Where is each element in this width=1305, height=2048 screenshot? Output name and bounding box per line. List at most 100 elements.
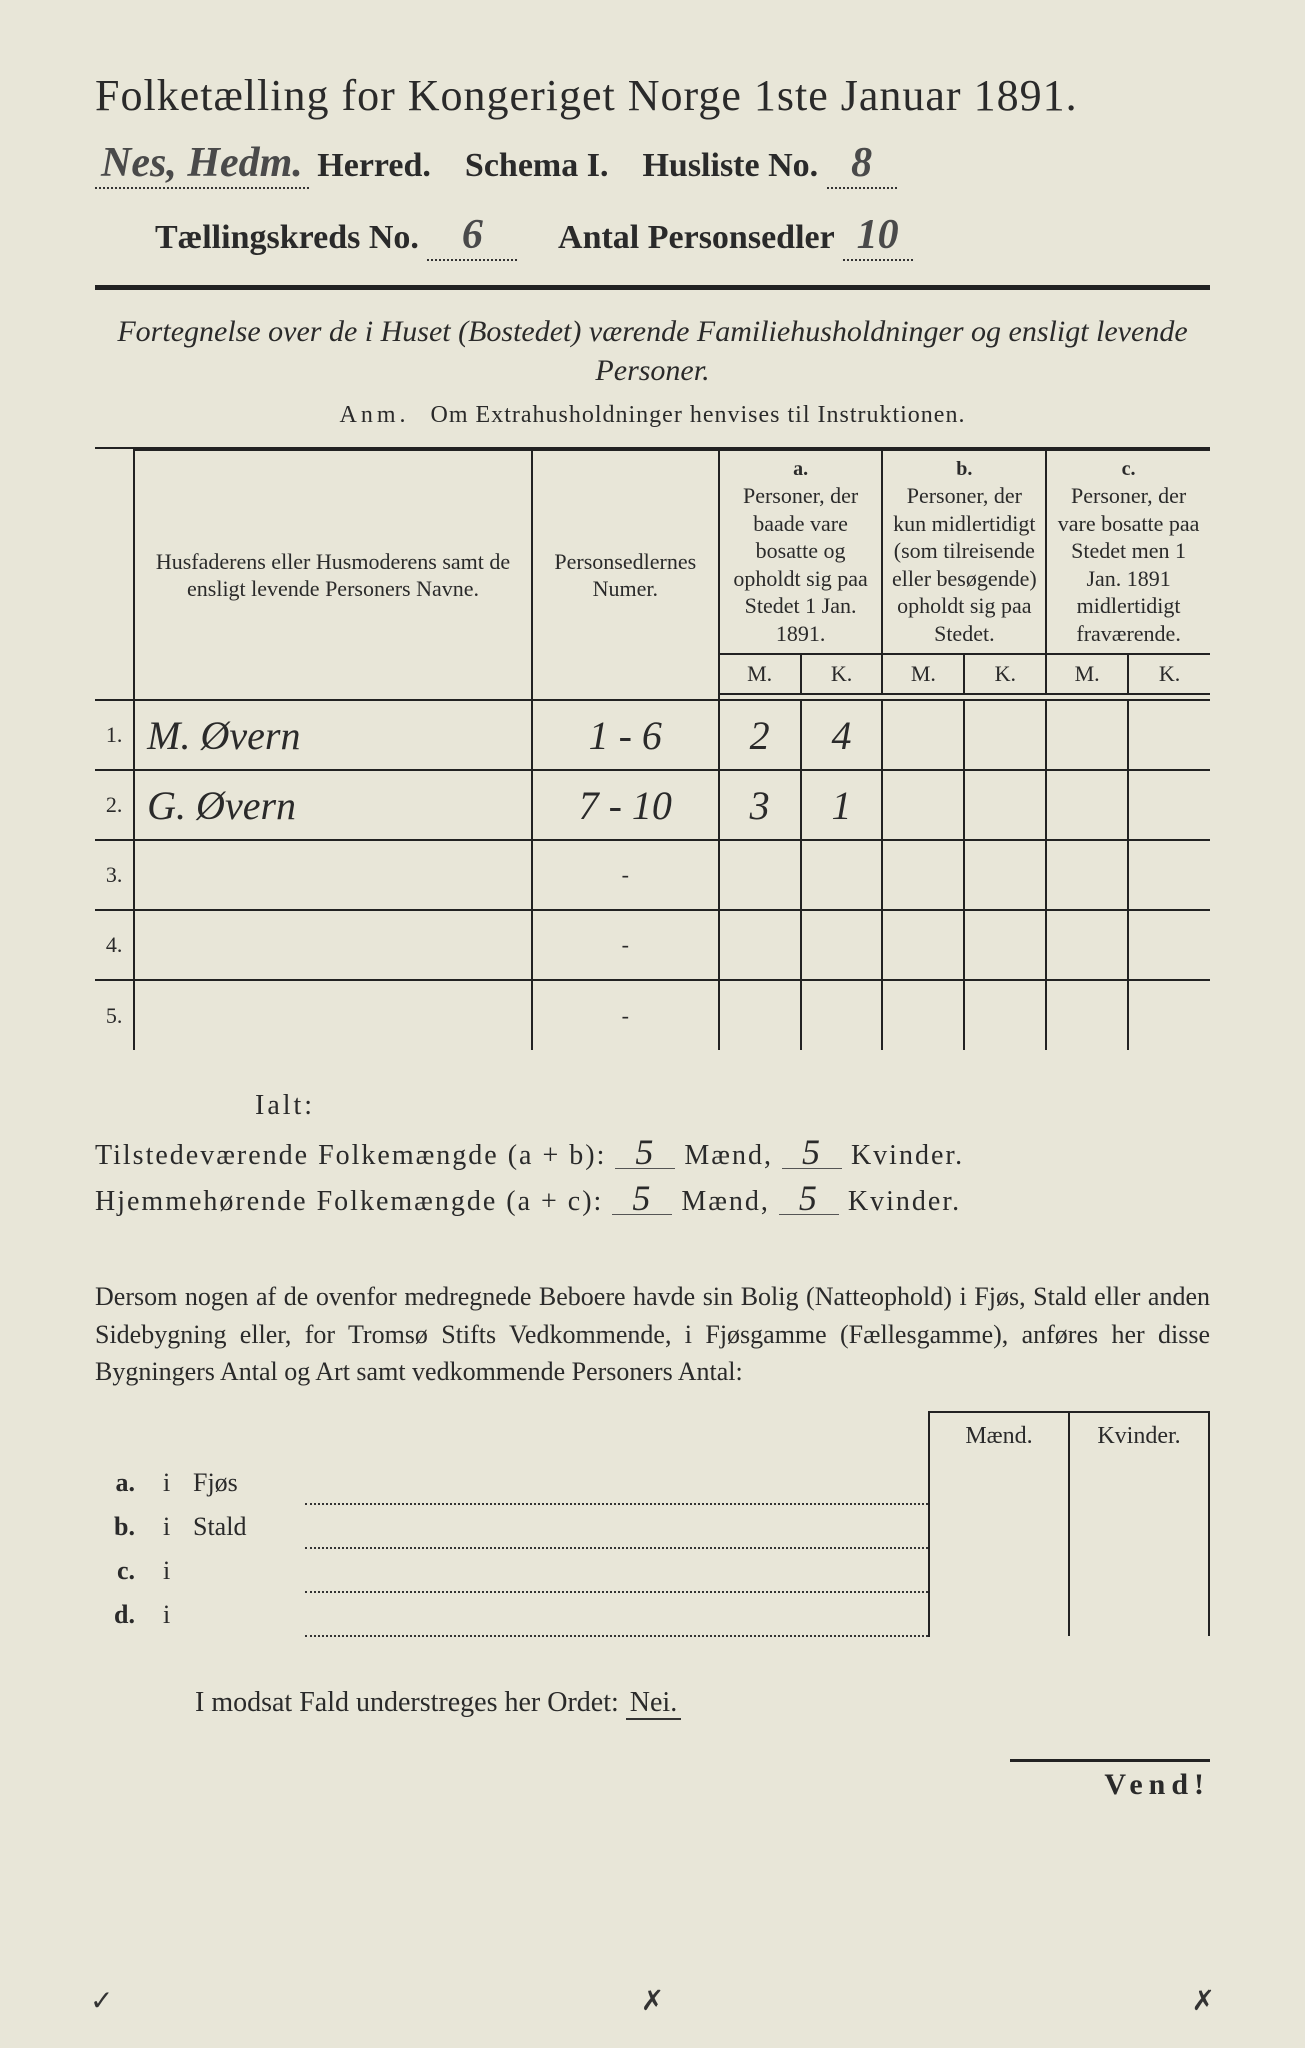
b-k-cell — [964, 700, 1046, 770]
b-k-cell — [964, 770, 1046, 840]
table-row: 1. M. Øvern 1 - 6 2 4 — [95, 700, 1210, 770]
name-cell — [134, 840, 532, 910]
table-row: 3. - — [95, 840, 1210, 910]
side-row-dots — [305, 1460, 929, 1504]
side-row-dots — [305, 1592, 929, 1636]
table-row: 5. - — [95, 980, 1210, 1050]
a-m-cell: 3 — [719, 770, 801, 840]
name-cell: M. Øvern — [134, 700, 532, 770]
totals-h-label: Hjemmehørende Folkemængde (a + c): — [95, 1186, 603, 1217]
tkreds-value: 6 — [427, 211, 517, 261]
side-row-i: i — [155, 1592, 185, 1636]
side-row-place — [185, 1592, 305, 1636]
a-m-cell — [719, 840, 801, 910]
side-k-cell — [1069, 1548, 1209, 1592]
side-row-label: b. — [95, 1504, 155, 1548]
col-name-header: Husfaderens eller Husmoderens samt de en… — [134, 450, 532, 700]
side-maend-header: Mænd. — [929, 1412, 1069, 1460]
row-number: 2. — [95, 770, 134, 840]
a-m-cell: 2 — [719, 700, 801, 770]
a-k-cell — [801, 980, 883, 1050]
col-a-text: Personer, der baade vare bosatte og opho… — [728, 482, 874, 647]
nei-word: Nei. — [626, 1687, 681, 1720]
a-m-cell — [719, 910, 801, 980]
header-line-3: Tællingskreds No. 6 Antal Personsedler 1… — [95, 211, 1210, 261]
num-cell: - — [532, 980, 719, 1050]
side-row-label: a. — [95, 1460, 155, 1504]
a-k-cell: 4 — [801, 700, 883, 770]
col-num-header: Personsedlernes Numer. — [532, 450, 719, 700]
maend-label: Mænd, — [684, 1140, 773, 1171]
nei-line: I modsat Fald understreges her Ordet: Ne… — [195, 1687, 1210, 1719]
c-m-cell — [1046, 910, 1128, 980]
b-m-cell — [882, 700, 964, 770]
side-k-cell — [1069, 1504, 1209, 1548]
maend-label: Mænd, — [681, 1186, 770, 1217]
totals-t-m: 5 — [615, 1136, 675, 1169]
col-b-m: M. — [882, 654, 964, 694]
side-row-dots — [305, 1504, 929, 1548]
c-k-cell — [1128, 980, 1210, 1050]
side-m-cell — [929, 1592, 1069, 1636]
side-row-place: Stald — [185, 1504, 305, 1548]
sidebuilding-table: Mænd. Kvinder. a. i Fjøs b. i Stald c. i… — [95, 1411, 1210, 1637]
col-a-label: a. — [728, 457, 874, 482]
antal-label: Antal Personsedler — [558, 219, 834, 256]
col-b-label: b. — [891, 457, 1037, 482]
anm-label: Anm. — [340, 402, 410, 428]
vend-label: Vend! — [1010, 1759, 1210, 1802]
b-m-cell — [882, 770, 964, 840]
name-cell: G. Øvern — [134, 770, 532, 840]
mark-mid: ✗ — [641, 1984, 664, 2018]
sidebuilding-paragraph: Dersom nogen af de ovenfor medregnede Be… — [95, 1278, 1210, 1391]
side-row-label: d. — [95, 1592, 155, 1636]
household-table: Husfaderens eller Husmoderens samt de en… — [95, 449, 1210, 1050]
a-k-cell: 1 — [801, 770, 883, 840]
side-row-label: c. — [95, 1548, 155, 1592]
col-a-k: K. — [801, 654, 883, 694]
totals-h-m: 5 — [612, 1182, 672, 1215]
c-m-cell — [1046, 770, 1128, 840]
name-cell — [134, 980, 532, 1050]
b-k-cell — [964, 840, 1046, 910]
row-number: 1. — [95, 700, 134, 770]
husliste-value: 8 — [827, 139, 897, 189]
a-m-cell — [719, 980, 801, 1050]
mark-left: ✓ — [90, 1984, 113, 2018]
header-line-2: Nes, Hedm. Herred. Schema I. Husliste No… — [95, 139, 1210, 189]
num-cell: 7 - 10 — [532, 770, 719, 840]
b-k-cell — [964, 980, 1046, 1050]
schema-label: Schema I. — [465, 147, 609, 184]
table-row: 2. G. Øvern 7 - 10 3 1 — [95, 770, 1210, 840]
row-number: 3. — [95, 840, 134, 910]
side-m-cell — [929, 1548, 1069, 1592]
a-k-cell — [801, 840, 883, 910]
row-number: 5. — [95, 980, 134, 1050]
col-c-text: Personer, der vare bosatte paa Stedet me… — [1055, 482, 1202, 647]
tkreds-label: Tællingskreds No. — [155, 219, 419, 256]
rule-thick — [95, 285, 1210, 290]
row-number: 4. — [95, 910, 134, 980]
anm-line: Anm. Om Extrahusholdninger henvises til … — [95, 402, 1210, 429]
col-b-k: K. — [964, 654, 1046, 694]
a-k-cell — [801, 910, 883, 980]
side-row-dots — [305, 1548, 929, 1592]
table-row: 4. - — [95, 910, 1210, 980]
side-row-i: i — [155, 1460, 185, 1504]
c-m-cell — [1046, 980, 1128, 1050]
totals-line-2: Hjemmehørende Folkemængde (a + c): 5 Mæn… — [95, 1182, 1210, 1218]
kvinder-label: Kvinder. — [848, 1186, 961, 1217]
bottom-marks: ✓ ✗ ✗ — [0, 1984, 1305, 2018]
kvinder-label: Kvinder. — [851, 1140, 964, 1171]
side-kvinder-header: Kvinder. — [1069, 1412, 1209, 1460]
num-cell: 1 - 6 — [532, 700, 719, 770]
side-row: c. i — [95, 1548, 1209, 1592]
herred-label: Herred. — [317, 147, 431, 184]
num-cell: - — [532, 910, 719, 980]
side-row: b. i Stald — [95, 1504, 1209, 1548]
side-row-i: i — [155, 1504, 185, 1548]
totals-line-1: Tilstedeværende Folkemængde (a + b): 5 M… — [95, 1136, 1210, 1172]
husliste-label: Husliste No. — [642, 147, 818, 184]
col-b-text: Personer, der kun midlertidigt (som tilr… — [891, 482, 1037, 647]
b-m-cell — [882, 910, 964, 980]
